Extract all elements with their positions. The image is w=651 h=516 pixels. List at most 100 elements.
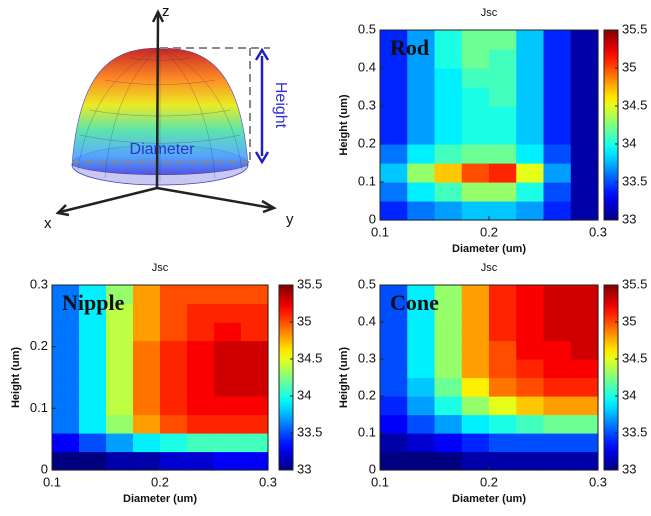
heatmap-cell [52,433,80,453]
heatmap-cell [52,451,80,471]
shape-label: Rod [390,35,429,60]
heatmap-cell [133,396,161,416]
colorbar [603,29,619,221]
heatmap-cell [489,414,517,434]
heatmap-cell [461,106,490,126]
heatmap-cell [380,303,408,323]
heatmap-cell [516,182,545,202]
heatmap-cell [461,182,490,202]
heatmap-cell [543,30,572,50]
heatmap-cell [570,125,599,145]
height-label: Height [272,82,289,129]
heatmap-cell [214,322,242,342]
heatmap-cell [516,87,545,107]
x-tick-label: 0.2 [480,474,498,489]
y-axis-title: Height (um) [10,347,22,408]
heatmap-cell [187,340,215,360]
heatmap-cell [106,451,134,471]
heatmap-cell [160,285,188,305]
heatmap-cell [461,396,490,416]
heatmap-cell [407,182,436,202]
heatmap-cell [380,144,408,164]
heatmap-cell [407,163,436,183]
heatmap-cell [516,396,545,416]
colorbar-tick-label: 34 [622,135,636,150]
colorbar-tick-label: 33 [297,461,311,476]
heatmap-cell [434,433,463,453]
colorbar-tick-label: 33.5 [297,424,322,439]
heatmap-cell [133,414,161,434]
x-tick-label: 0.3 [589,224,607,239]
colorbar-tick-label: 35.5 [622,21,647,36]
colorbar-tick-label: 33.5 [622,173,647,188]
heatmap-cell [489,30,517,50]
heatmap-cell [241,359,269,379]
x-tick-label: 0.1 [43,474,61,489]
heatmap-cell [160,322,188,342]
heatmap-cell [187,451,215,471]
heatmap-cell [160,377,188,397]
x-tick-label: 0.1 [371,224,389,239]
heatmap-cell [516,49,545,69]
heatmap-cell [187,433,215,453]
heatmap-cell [106,340,134,360]
y-tick-label: 0.3 [358,97,376,112]
chart-title: Jsc [152,262,169,274]
heatmap-cell [543,144,572,164]
heatmap-cell [79,359,107,379]
heatmap-cell [187,414,215,434]
heatmap [380,30,599,221]
heatmap-cell [434,87,463,107]
heatmap-cell [434,377,463,397]
heatmap-cell [380,163,408,183]
x-axis-title: Diameter (um) [452,493,526,505]
z-axis-label: z [162,3,170,20]
heatmap-cell [160,414,188,434]
heatmap-cell [489,49,517,69]
heatmap-cell [516,201,545,221]
heatmap-cell [461,359,490,379]
y-tick-label: 0 [41,461,48,476]
heatmap-cell [543,125,572,145]
heatmap-cell [489,359,517,379]
heatmap-cell [570,414,599,434]
heatmap-cell [79,285,107,305]
x-tick-label: 0.1 [371,474,389,489]
heatmap-cell [570,68,599,88]
y-tick-label: 0.2 [30,338,48,353]
heatmap-cell [380,322,408,342]
y-tick-label: 0.1 [358,424,376,439]
heatmap-cell [543,451,572,471]
heatmap-cell [160,359,188,379]
heatmap-cell [570,144,599,164]
colorbar-tick-label: 35 [622,59,636,74]
heatmap-cell [407,340,436,360]
diameter-label: Diameter [130,141,196,158]
axes-arrows [55,9,277,217]
heatmap-cell [461,322,490,342]
heatmap-cell [380,49,408,69]
heatmap-cell [461,144,490,164]
heatmap-cell [543,163,572,183]
heatmap-cell [434,49,463,69]
x-tick-label: 0.3 [589,474,607,489]
heatmap-cell [570,87,599,107]
heatmap-cell [407,125,436,145]
heatmap-cell [570,163,599,183]
heatmap-cell [570,322,599,342]
heatmap-cell [241,340,269,360]
heatmap-cell [434,125,463,145]
heatmap-cell [489,201,517,221]
heatmap-cell [461,377,490,397]
heatmap-cell [214,396,242,416]
heatmap-cell [489,182,517,202]
colorbar-tick-label: 35.5 [622,276,647,291]
heatmap-cell [160,451,188,471]
heatmap-cell [489,340,517,360]
heatmap-cell [214,377,242,397]
heatmap-cell [133,359,161,379]
y-tick-label: 0.4 [358,59,376,74]
heatmap-cell [52,303,80,323]
chart-title: Jsc [481,262,498,274]
colorbar-tick-label: 33 [622,211,636,226]
